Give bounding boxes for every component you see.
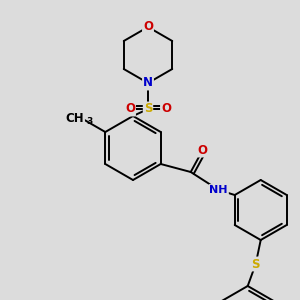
Text: NH: NH [209, 185, 228, 195]
Text: CH: CH [66, 112, 84, 124]
Text: 3: 3 [86, 116, 92, 125]
Text: N: N [143, 76, 153, 89]
Text: S: S [144, 103, 152, 116]
Text: O: O [161, 103, 171, 116]
Text: O: O [198, 143, 208, 157]
Text: O: O [125, 103, 135, 116]
Text: S: S [251, 257, 260, 271]
Text: O: O [143, 20, 153, 34]
